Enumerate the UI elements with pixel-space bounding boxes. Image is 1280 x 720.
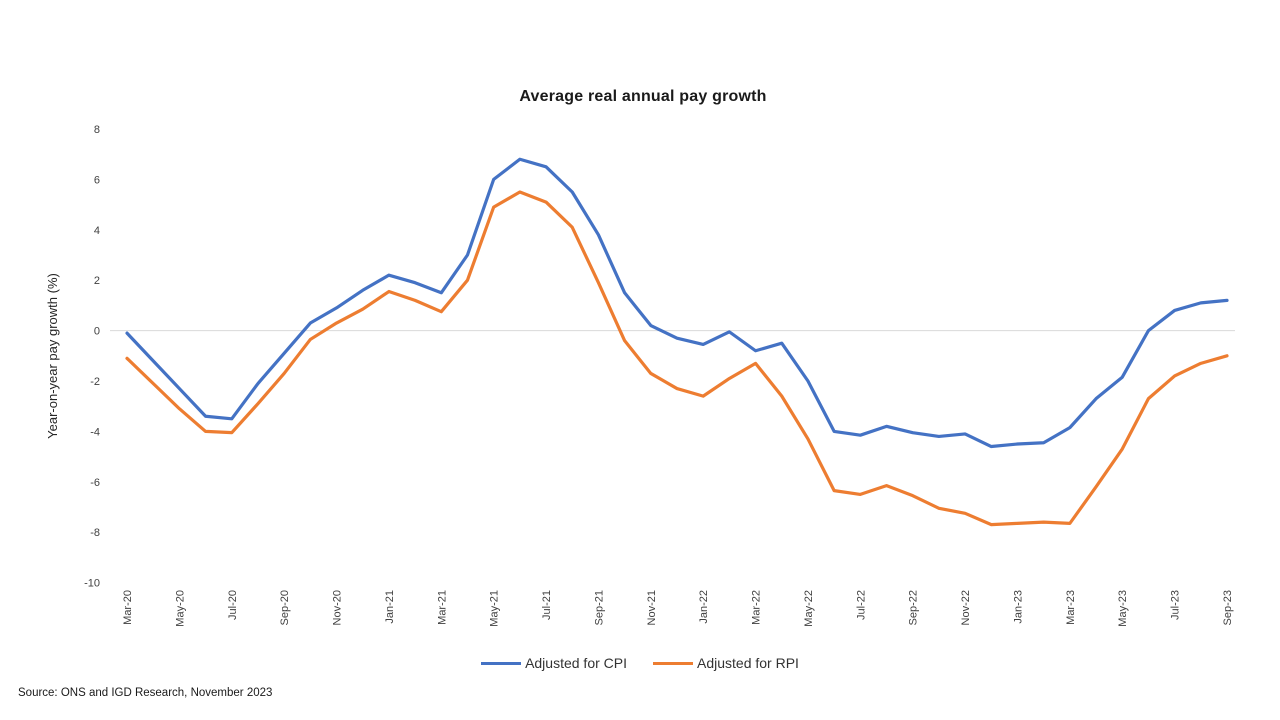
x-tick-label: Mar-23 [1065, 590, 1077, 625]
y-tick-label: 2 [94, 275, 100, 287]
cpi-line-swatch-icon [481, 661, 522, 665]
x-tick-label: May-23 [1117, 590, 1129, 627]
rpi-line-swatch-icon [653, 661, 693, 665]
cpi-series-line [125, 157, 1229, 449]
x-tick-label: Nov-22 [960, 590, 972, 625]
legend-label-rpi: Adjusted for RPI [697, 655, 799, 671]
x-tick-label: May-21 [489, 590, 501, 627]
x-tick-label: Sep-21 [593, 590, 605, 625]
x-tick-label: Mar-20 [122, 590, 134, 625]
legend-label-cpi: Adjusted for CPI [525, 655, 627, 671]
chart-title: Average real annual pay growth [519, 88, 767, 105]
x-tick-label: Jan-21 [384, 590, 396, 624]
y-tick-label: -8 [90, 527, 100, 539]
x-tick-label: Sep-23 [1222, 590, 1234, 625]
x-tick-label: Nov-20 [332, 590, 344, 625]
y-tick-label: 6 [94, 174, 100, 186]
x-tick-label: Nov-21 [646, 590, 658, 625]
x-tick-label: Jul-21 [541, 590, 553, 620]
x-tick-label: May-20 [174, 590, 186, 627]
x-tick-label: Mar-21 [436, 590, 448, 625]
y-axis-title: Year-on-year pay growth (%) [45, 273, 60, 439]
x-tick-label: Jan-22 [698, 590, 710, 624]
x-tick-label: Jul-23 [1170, 590, 1182, 620]
x-tick-label: May-22 [803, 590, 815, 627]
rpi-series-line [125, 190, 1229, 527]
y-tick-label: -6 [90, 477, 100, 489]
y-tick-label: 4 [94, 225, 100, 237]
source-note: Source: ONS and IGD Research, November 2… [18, 687, 273, 699]
y-tick-label: -10 [84, 578, 100, 590]
pay-growth-line-chart: 8 6 4 2 0 -2 -4 -6 -8 -10 Mar-20 May-20 Jul-20 Sep-20… [45, 124, 1235, 627]
x-tick-label: Jul-20 [227, 590, 239, 620]
x-tick-label: Jul-22 [855, 590, 867, 620]
legend-item-rpi: Adjusted for RPI [653, 655, 799, 671]
chart-legend: Adjusted for CPI Adjusted for RPI [0, 655, 1280, 671]
y-tick-label: 8 [94, 124, 100, 136]
y-tick-label: 0 [94, 326, 100, 338]
x-tick-label: Jan-23 [1012, 590, 1024, 624]
y-tick-label: -2 [90, 376, 100, 388]
x-tick-label: Mar-22 [751, 590, 763, 625]
x-tick-label: Sep-20 [279, 590, 291, 625]
y-tick-label: -4 [90, 426, 100, 438]
legend-item-cpi: Adjusted for CPI [481, 655, 627, 671]
x-tick-label: Sep-22 [908, 590, 920, 625]
